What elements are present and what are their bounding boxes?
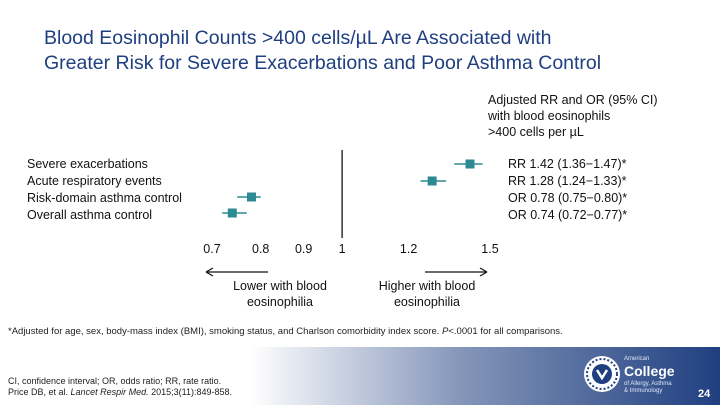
estimate-column-header: Adjusted RR and OR (95% CI) with blood e… bbox=[488, 92, 688, 140]
x-tick-label: 1.5 bbox=[481, 242, 498, 256]
x-tick-label: 0.8 bbox=[252, 242, 269, 256]
logo-sub-line-1: of Allergy, Asthma bbox=[624, 381, 672, 387]
footnote: *Adjusted for age, sex, body-mass index … bbox=[8, 326, 563, 337]
abbreviation-line: CI, confidence interval; OR, odds ratio;… bbox=[8, 376, 222, 386]
citation-journal: Lancet Respir Med. bbox=[70, 387, 149, 397]
estimate-header-line-1: Adjusted RR and OR (95% CI) bbox=[488, 93, 658, 107]
point-estimate-marker bbox=[227, 208, 237, 218]
point-estimate-marker bbox=[246, 192, 256, 202]
x-tick-label: 1.2 bbox=[400, 242, 417, 256]
logo-emblem-icon bbox=[584, 356, 620, 392]
logo-sub-line-2: & Immunology bbox=[624, 388, 663, 394]
citation-authors: Price DB, et al. bbox=[8, 387, 69, 397]
lower-direction-line-2: eosinophilia bbox=[246, 295, 314, 309]
logo-top-text: American bbox=[624, 356, 650, 362]
point-estimate-marker bbox=[427, 176, 437, 186]
estimate-texts: RR 1.42 (1.36−1.47)* RR 1.28 (1.24−1.33)… bbox=[508, 156, 627, 224]
x-tick-label: 0.9 bbox=[295, 242, 312, 256]
footer-bar bbox=[0, 347, 720, 405]
logo-main-text: College bbox=[624, 363, 675, 379]
title-line-1: Blood Eosinophil Counts >400 cells/µL Ar… bbox=[44, 27, 552, 49]
x-tick-label: 1 bbox=[339, 242, 346, 256]
abbreviations: CI, confidence interval; OR, odds ratio;… bbox=[8, 376, 232, 398]
outcome-label: Acute respiratory events bbox=[27, 174, 162, 188]
estimate-text: OR 0.74 (0.72−0.77)* bbox=[508, 208, 628, 222]
footnote-p-value: <.0001 for all comparisons. bbox=[448, 326, 563, 337]
estimate-text: RR 1.42 (1.36−1.47)* bbox=[508, 157, 627, 171]
title-line-2: Greater Risk for Severe Exacerbations an… bbox=[44, 52, 602, 74]
point-estimate-marker bbox=[465, 159, 475, 169]
lower-direction-line-1: Lower with blood bbox=[233, 279, 327, 293]
estimate-text: OR 0.78 (0.75−0.80)* bbox=[508, 191, 628, 205]
higher-arrow-head bbox=[479, 267, 488, 277]
outcome-labels: Severe exacerbations Acute respiratory e… bbox=[27, 156, 182, 224]
citation-details: 2015;3(11):849-858. bbox=[151, 387, 233, 397]
estimate-header-line-3: >400 cells per µL bbox=[488, 125, 584, 139]
footnote-text: *Adjusted for age, sex, body-mass index … bbox=[8, 326, 440, 337]
page-number: 24 bbox=[698, 388, 711, 400]
higher-direction-line-2: eosinophilia bbox=[393, 295, 461, 309]
estimate-text: RR 1.28 (1.24−1.33)* bbox=[508, 174, 627, 188]
x-tick-label: 0.7 bbox=[203, 242, 220, 256]
citation-line: Price DB, et al. Lancet Respir Med. 2015… bbox=[8, 387, 232, 398]
college-logo: American College of Allergy, Asthma & Im… bbox=[584, 354, 704, 398]
outcome-label: Risk-domain asthma control bbox=[27, 191, 182, 205]
lower-direction-label: Lower with blood eosinophilia bbox=[210, 278, 350, 310]
higher-direction-line-1: Higher with blood bbox=[378, 279, 476, 293]
outcome-label: Overall asthma control bbox=[27, 208, 153, 222]
footnote-p-symbol: P bbox=[442, 326, 449, 337]
lower-arrow-head bbox=[205, 267, 214, 277]
outcome-label: Severe exacerbations bbox=[27, 157, 148, 171]
slide-title: Blood Eosinophil Counts >400 cells/µL Ar… bbox=[44, 26, 704, 76]
logo-sub-text: of Allergy, Asthma & Immunology bbox=[624, 381, 672, 395]
higher-direction-label: Higher with blood eosinophilia bbox=[358, 278, 496, 310]
estimate-header-line-2: with blood eosinophils bbox=[488, 109, 611, 123]
